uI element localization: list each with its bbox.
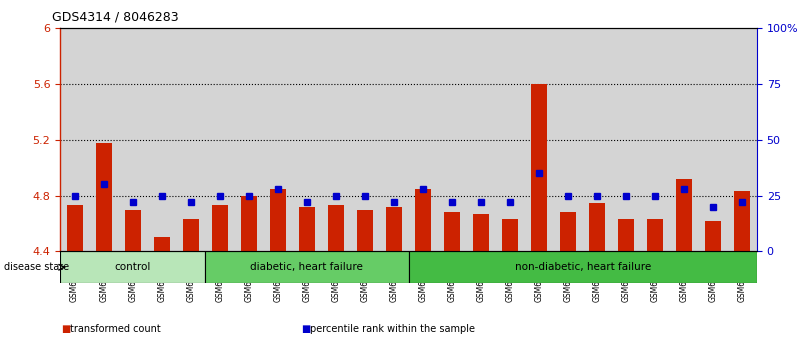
Bar [147,28,176,251]
Bar [437,28,466,251]
Bar [641,28,670,251]
Bar [264,28,292,251]
Bar [211,205,227,251]
Bar [531,84,547,251]
Text: diabetic, heart failure: diabetic, heart failure [251,262,364,272]
Bar [60,28,89,251]
Text: GDS4314 / 8046283: GDS4314 / 8046283 [52,11,179,24]
Text: non-diabetic, heart failure: non-diabetic, heart failure [514,262,651,272]
Bar [409,28,437,251]
Bar [560,212,576,251]
Bar [95,143,111,251]
Bar [60,251,205,283]
Bar [496,28,525,251]
Bar [676,179,692,251]
Text: ■: ■ [61,324,70,334]
Text: percentile rank within the sample: percentile rank within the sample [310,324,475,334]
Bar [582,28,612,251]
Bar [698,28,728,251]
Bar [618,219,634,251]
Bar [350,28,380,251]
Bar [473,214,489,251]
Bar [525,28,553,251]
Bar [444,212,460,251]
Bar [241,196,257,251]
Bar [299,207,315,251]
Bar [553,28,582,251]
Bar [205,251,409,283]
Bar [409,251,757,283]
Bar [386,207,402,251]
Bar [670,28,698,251]
Bar [89,28,118,251]
Text: ■: ■ [301,324,311,334]
Bar [234,28,264,251]
Bar [380,28,409,251]
Bar [415,189,431,251]
Bar [612,28,641,251]
Bar [502,219,518,251]
Bar [125,210,141,251]
Bar [118,28,147,251]
Bar [205,28,234,251]
Bar [321,28,350,251]
Bar [735,192,751,251]
Bar [328,205,344,251]
Bar [154,238,170,251]
Bar [183,219,199,251]
Bar [590,202,606,251]
Text: disease state: disease state [4,262,69,272]
Bar [357,210,373,251]
Bar [647,219,663,251]
Bar [728,28,757,251]
Bar [66,205,83,251]
Bar [466,28,496,251]
Bar [706,221,722,251]
Bar [292,28,321,251]
Text: transformed count: transformed count [70,324,160,334]
Bar [270,189,286,251]
Text: control: control [115,262,151,272]
Bar [176,28,205,251]
